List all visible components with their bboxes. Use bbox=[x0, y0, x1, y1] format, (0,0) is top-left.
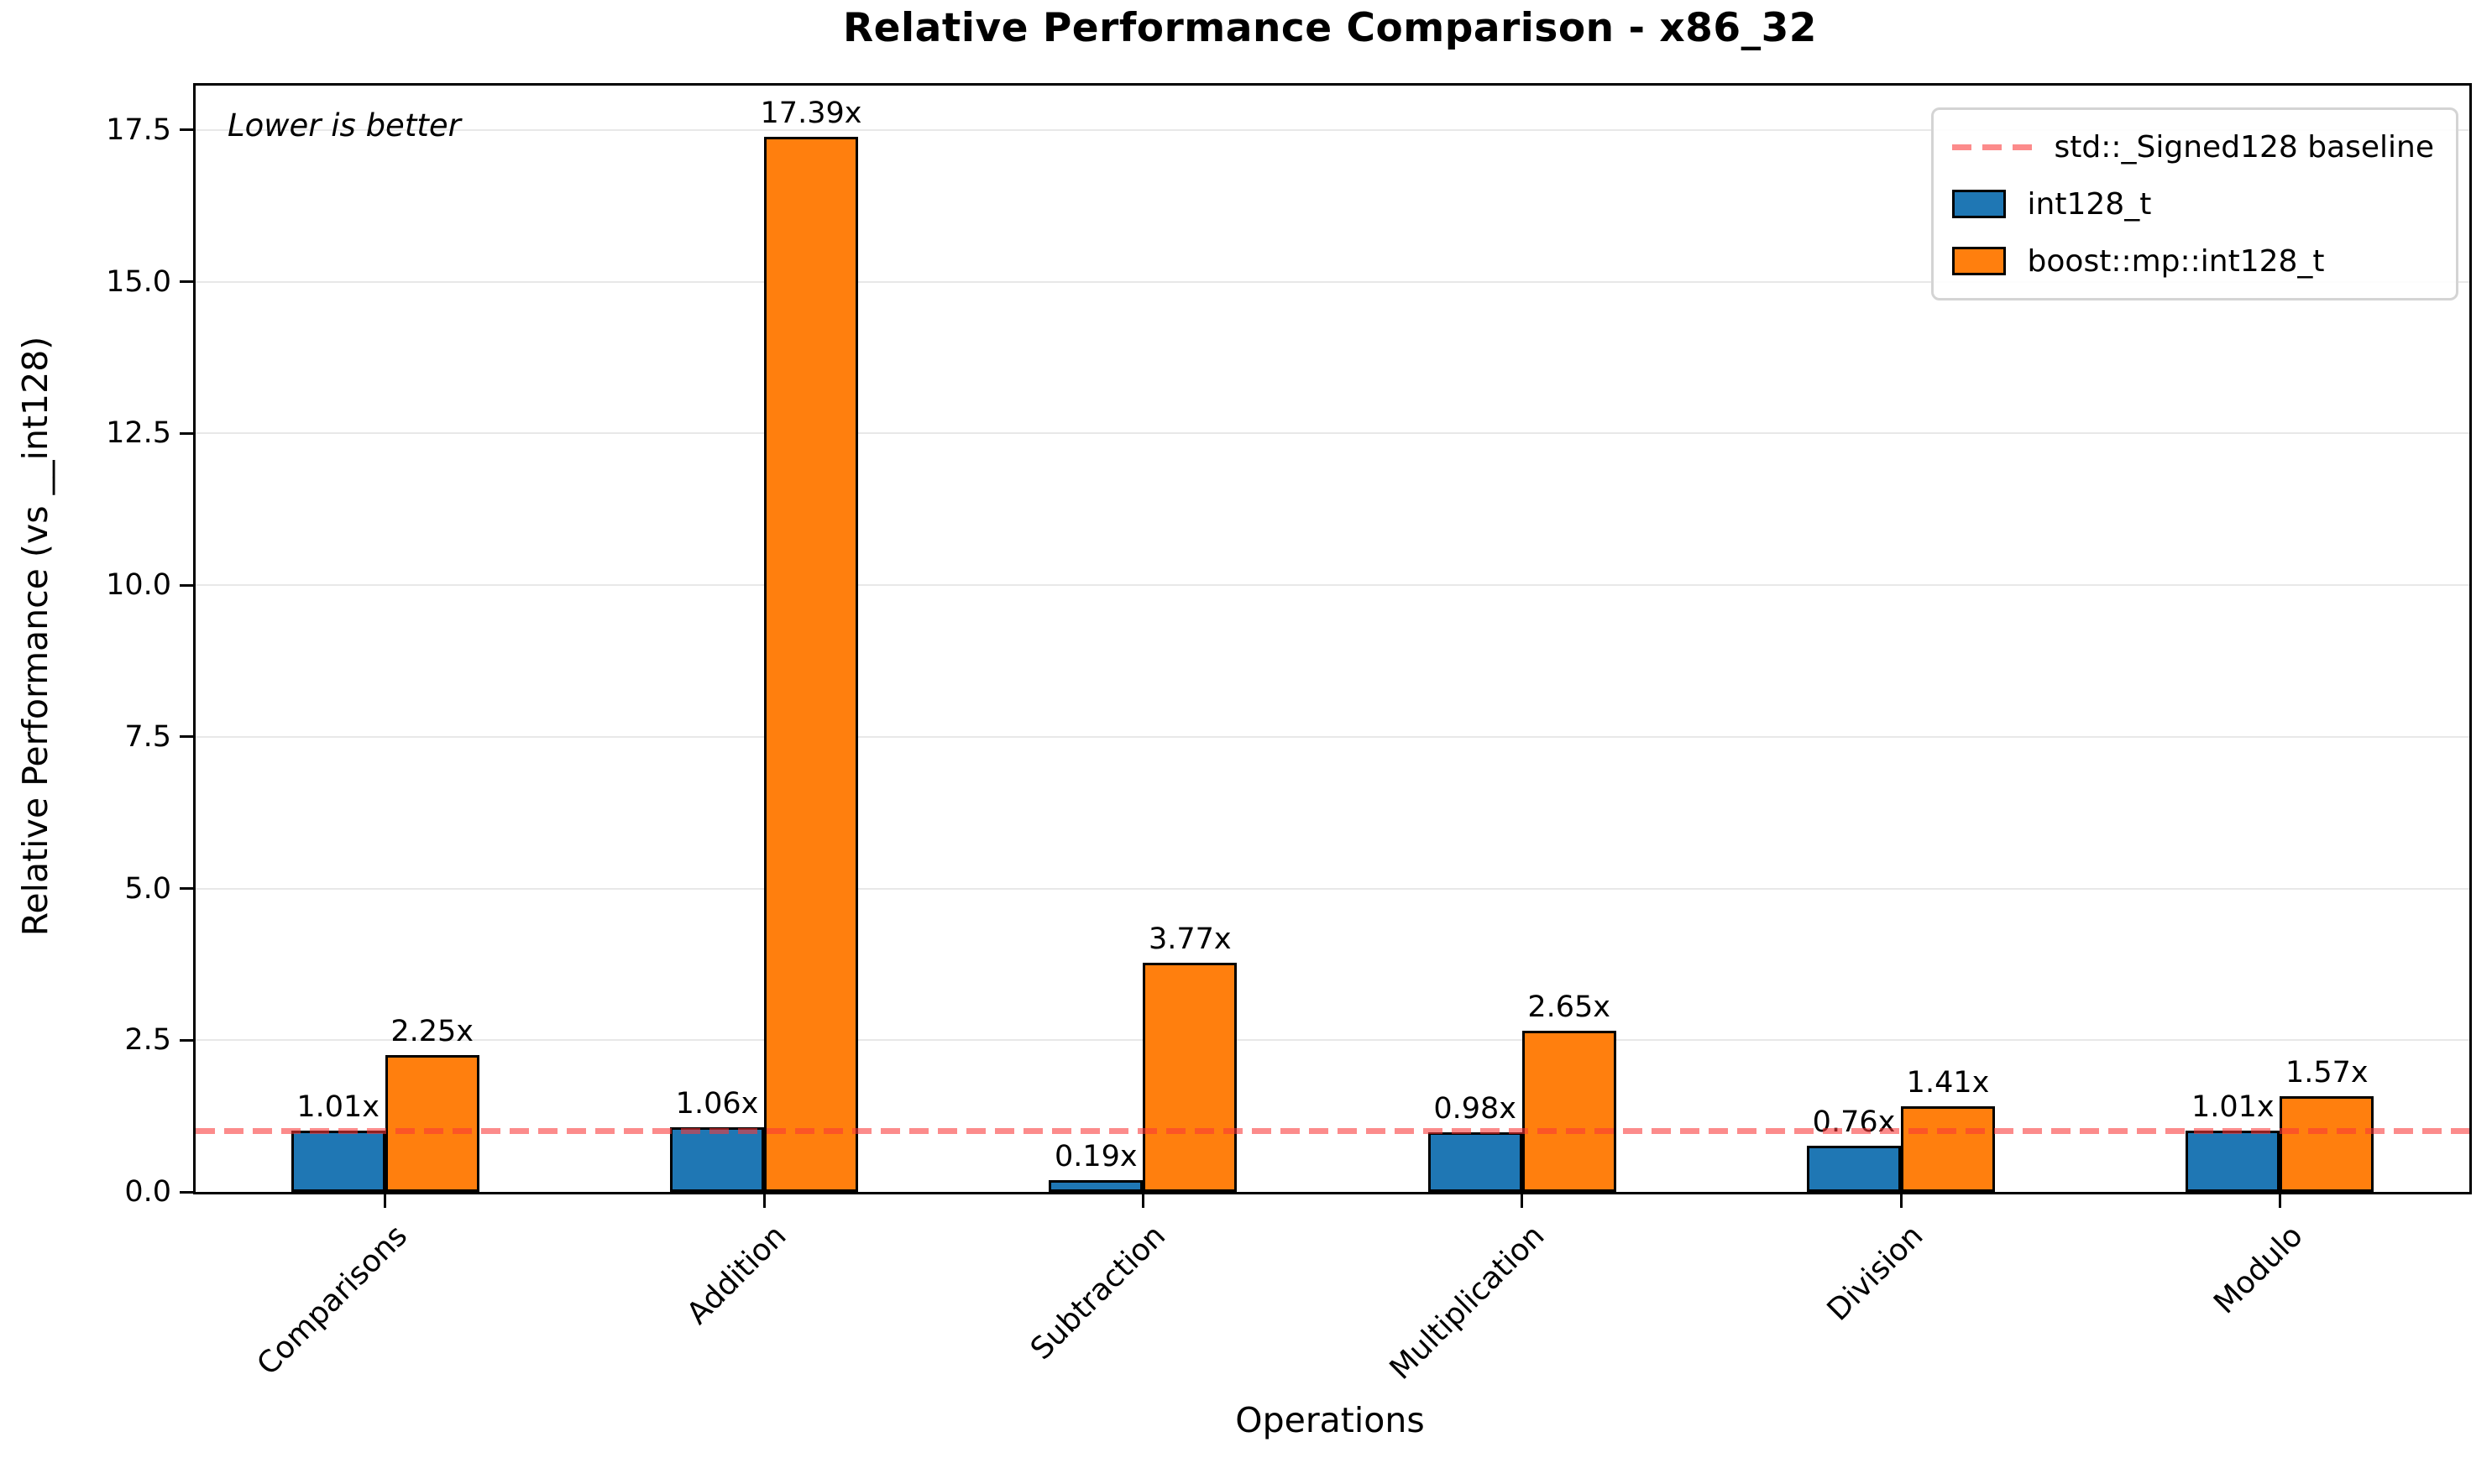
baseline-dash-icon bbox=[1951, 144, 2033, 150]
baseline-dashed-line bbox=[196, 1128, 2469, 1135]
bar-boost-mp-int128-t-addition bbox=[764, 136, 858, 1192]
legend-item-int128: int128_t bbox=[1951, 182, 2434, 226]
bar-int128-t-modulo bbox=[2186, 1130, 2280, 1192]
bar-value-label: 0.98x bbox=[1433, 1092, 1516, 1126]
y-tick-label: 17.5 bbox=[106, 112, 171, 147]
bar-boost-mp-int128-t-multiplication bbox=[1521, 1031, 1616, 1192]
bar-boost-mp-int128-t-comparisons bbox=[385, 1055, 479, 1192]
y-tick-label: 0.0 bbox=[124, 1175, 171, 1209]
y-tick-mark bbox=[180, 1190, 193, 1194]
legend-item-boost: boost::mp::int128_t bbox=[1951, 239, 2434, 283]
lower-is-better-annotation: Lower is better bbox=[228, 107, 461, 144]
gridline-7.5 bbox=[196, 735, 2469, 738]
chart-title: Relative Performance Comparison - x86_32 bbox=[842, 5, 1817, 51]
bar-int128-t-comparisons bbox=[291, 1130, 385, 1192]
bar-int128-t-addition bbox=[670, 1127, 764, 1192]
series-swatch-icon bbox=[1951, 190, 2006, 218]
y-tick-mark bbox=[180, 1038, 193, 1042]
bar-value-label: 1.01x bbox=[296, 1089, 380, 1124]
y-tick-label: 12.5 bbox=[106, 416, 171, 451]
y-tick-label: 7.5 bbox=[124, 719, 171, 754]
x-tick-mark bbox=[1899, 1194, 1903, 1208]
gridline-17.5 bbox=[196, 128, 2469, 131]
gridline-15.0 bbox=[196, 280, 2469, 283]
bar-value-label: 1.06x bbox=[675, 1087, 759, 1121]
legend-label-baseline: std::_Signed128 baseline bbox=[2054, 129, 2434, 165]
gridline-2.5 bbox=[196, 1039, 2469, 1042]
bar-boost-mp-int128-t-modulo bbox=[2280, 1096, 2374, 1192]
x-tick-label-addition: Addition bbox=[680, 1218, 793, 1331]
plot-area: 1.01x 1.06x 0.19x 0.98x 0.76x 1.01x 2.25x 17.39… bbox=[106, 83, 2472, 1387]
bar-int128-t-multiplication bbox=[1427, 1132, 1522, 1192]
x-tick-label-comparisons: Comparisons bbox=[250, 1218, 415, 1382]
x-tick-label-multiplication: Multiplication bbox=[1383, 1218, 1552, 1387]
x-axis-title: Operations bbox=[1235, 1400, 1425, 1440]
bar-value-label: 1.01x bbox=[2191, 1089, 2275, 1124]
gridline-5.0 bbox=[196, 887, 2469, 890]
x-tick-mark bbox=[2278, 1194, 2281, 1208]
bar-value-label: 1.41x bbox=[1906, 1066, 1990, 1100]
bar-value-label: 17.39x bbox=[760, 96, 862, 130]
legend-item-baseline: std::_Signed128 baseline bbox=[1951, 125, 2434, 169]
bar-int128-t-subtraction bbox=[1049, 1180, 1144, 1192]
y-tick-mark bbox=[180, 887, 193, 890]
bar-value-label: 1.57x bbox=[2285, 1056, 2369, 1090]
x-tick-mark bbox=[384, 1194, 387, 1208]
x-tick-mark bbox=[1521, 1194, 1524, 1208]
bar-value-label: 2.25x bbox=[390, 1015, 474, 1049]
y-tick-mark bbox=[180, 280, 193, 284]
y-tick-label: 15.0 bbox=[106, 264, 171, 299]
gridline-12.5 bbox=[196, 432, 2469, 435]
series-swatch-icon bbox=[1951, 247, 2006, 275]
gridline-10.0 bbox=[196, 584, 2469, 587]
bar-int128-t-division bbox=[1807, 1146, 1901, 1192]
bar-value-label: 3.77x bbox=[1149, 922, 1232, 957]
y-tick-mark bbox=[180, 583, 193, 587]
x-tick-mark bbox=[1141, 1194, 1144, 1208]
legend-label-boost: boost::mp::int128_t bbox=[2027, 243, 2325, 279]
legend: std::_Signed128 baseline int128_t boost:… bbox=[1930, 107, 2458, 300]
bar-value-label: 0.19x bbox=[1055, 1140, 1138, 1174]
y-tick-mark bbox=[180, 128, 193, 132]
bar-boost-mp-int128-t-division bbox=[1901, 1106, 1995, 1192]
y-tick-label: 5.0 bbox=[124, 871, 171, 906]
y-tick-label: 2.5 bbox=[124, 1023, 171, 1058]
x-tick-mark bbox=[762, 1194, 766, 1208]
bar-value-label: 2.65x bbox=[1527, 990, 1610, 1025]
legend-label-int128: int128_t bbox=[2027, 186, 2152, 222]
x-tick-label-division: Division bbox=[1821, 1218, 1930, 1328]
y-tick-label: 10.0 bbox=[106, 568, 171, 603]
bar-boost-mp-int128-t-subtraction bbox=[1143, 963, 1238, 1192]
y-tick-mark bbox=[180, 431, 193, 435]
x-tick-label-modulo: Modulo bbox=[2207, 1218, 2310, 1321]
x-tick-label-subtraction: Subtraction bbox=[1024, 1218, 1173, 1367]
y-tick-mark bbox=[180, 735, 193, 739]
